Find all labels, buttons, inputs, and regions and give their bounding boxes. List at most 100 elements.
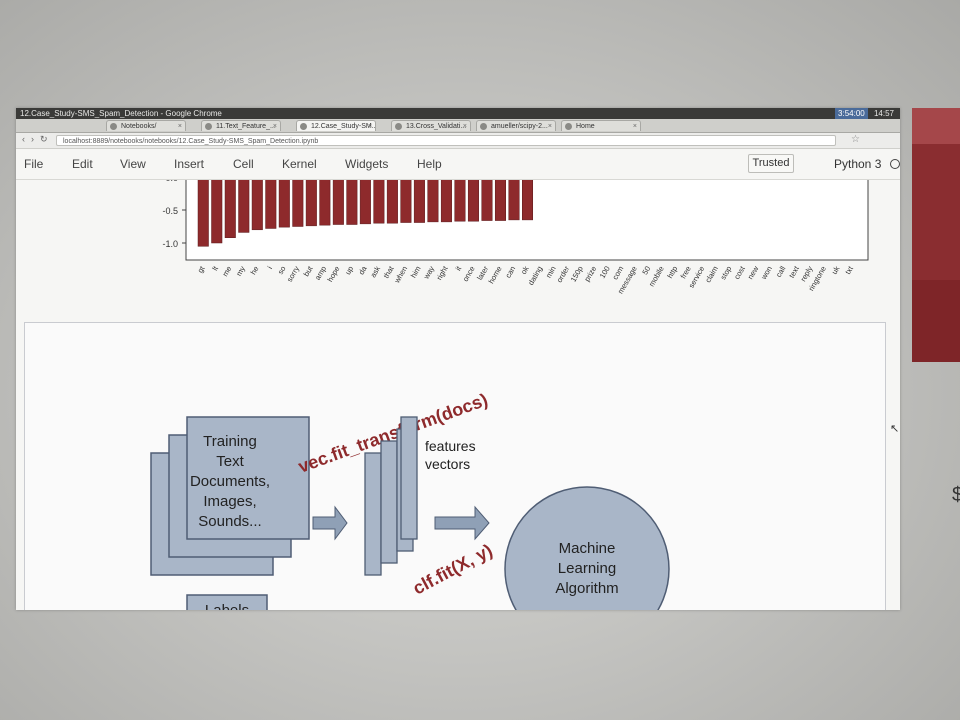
x-tick-label: my [234, 264, 247, 277]
close-icon[interactable]: × [632, 123, 637, 130]
x-tick-label: him [409, 265, 423, 280]
x-tick-label: can [503, 265, 517, 280]
tab-home[interactable]: Home × [561, 120, 641, 131]
close-icon[interactable]: × [547, 123, 552, 130]
browser-window: 12.Case_Study-SMS_Spam_Detection - Googl… [16, 108, 900, 610]
menu-edit[interactable]: Edit [72, 157, 93, 171]
system-tray: 3:54:00 14:57 [835, 108, 894, 119]
x-tick-label: when [392, 265, 409, 286]
chart-bar [265, 180, 277, 229]
features-label: features [425, 438, 476, 454]
training-doc-front [186, 416, 310, 540]
tab-label: 11.Text_Feature_... [216, 123, 276, 130]
training-docs-line: Sounds... [198, 513, 261, 530]
menu-cell[interactable]: Cell [233, 157, 254, 171]
tab-cross-validation[interactable]: 13.Cross_Validati... × [391, 120, 471, 131]
tab-text-feature[interactable]: 11.Text_Feature_... × [201, 120, 281, 131]
menu-file[interactable]: File [24, 157, 44, 171]
arrow-icon [312, 505, 348, 541]
menu-help[interactable]: Help [417, 157, 442, 171]
trusted-button[interactable]: Trusted [748, 154, 794, 173]
x-tick-label: 100 [598, 265, 612, 280]
close-icon[interactable]: × [462, 123, 467, 130]
close-icon[interactable]: × [272, 123, 277, 130]
side-panel-band [912, 108, 960, 144]
coefficient-bar-chart: 0.0-0.5-1.0gtltmemyheisosorrybutamphopeu… [162, 180, 869, 295]
nav-buttons-icon[interactable]: ‹›↻ [22, 134, 54, 144]
notebook-menubar: File Edit View Insert Cell Kernel Widget… [16, 149, 900, 180]
x-tick-label: new [746, 264, 761, 281]
chart-bar [278, 180, 290, 228]
x-tick-label: cost [732, 264, 747, 281]
ml-label-line: Learning [558, 560, 616, 577]
tab-notebooks[interactable]: Notebooks/ × [106, 120, 186, 131]
tab-favicon-icon [565, 123, 572, 130]
tab-github[interactable]: amueller/scipy-2... × [476, 120, 556, 131]
labels-box [186, 594, 268, 610]
x-tick-label: once [461, 265, 477, 284]
x-tick-label: 50 [640, 265, 652, 277]
chart-bar [292, 180, 304, 227]
x-tick-label: so [276, 265, 288, 276]
training-docs-line: Documents, [190, 473, 270, 490]
markdown-cell[interactable]: Training Text Documents, Images, Sounds.… [24, 322, 886, 610]
ml-label-line: Algorithm [555, 580, 618, 597]
feature-vector-bar [400, 416, 418, 540]
vectors-label: vectors [425, 456, 470, 472]
side-slide-panel [912, 108, 960, 362]
x-tick-label: it [454, 264, 464, 273]
x-tick-label: won [759, 265, 774, 282]
clock: 14:57 [873, 109, 894, 118]
tab-label: Home [576, 123, 595, 130]
edge-glyph-icon: $ [952, 484, 960, 506]
menu-kernel[interactable]: Kernel [282, 157, 317, 171]
chart-bar [481, 180, 493, 221]
x-tick-label: http [665, 265, 679, 280]
ml-label-line: Machine [559, 540, 616, 557]
x-tick-label: way [421, 264, 436, 281]
x-tick-label: stop [718, 265, 733, 282]
x-tick-label: me [221, 265, 234, 279]
chart-bar [332, 180, 344, 225]
x-tick-label: he [249, 265, 261, 277]
x-tick-label: call [774, 264, 788, 279]
menu-view[interactable]: View [120, 157, 146, 171]
x-tick-label: i [265, 264, 274, 270]
menu-widgets[interactable]: Widgets [345, 157, 389, 171]
x-tick-label: gt [196, 264, 207, 275]
x-tick-label: 150p [569, 265, 585, 284]
url-field[interactable]: localhost:8889/notebooks/notebooks/12.Ca… [56, 135, 836, 146]
feature-vector-bar [380, 440, 398, 564]
tab-favicon-icon [395, 123, 402, 130]
tab-label: 12.Case_Study-SM... [311, 123, 376, 130]
ml-algorithm-circle [504, 486, 670, 610]
battery-indicator: 3:54:00 [835, 108, 868, 119]
close-icon[interactable]: × [177, 123, 182, 130]
window-titlebar: 12.Case_Study-SMS_Spam_Detection - Googl… [16, 108, 900, 119]
kernel-status-icon [890, 159, 900, 169]
chart-bar [440, 180, 452, 223]
x-tick-label: home [487, 265, 504, 286]
x-tick-label: ask [368, 264, 382, 279]
close-icon[interactable]: × [367, 123, 372, 130]
bookmark-star-icon[interactable]: ☆ [851, 134, 860, 145]
training-docs-line: Training [203, 433, 257, 450]
kernel-name: Python 3 [834, 157, 882, 171]
tab-favicon-icon [205, 123, 212, 130]
chart-bar [400, 180, 412, 223]
x-tick-label: da [357, 264, 369, 276]
chart-bar [319, 180, 331, 226]
x-tick-label: right [435, 264, 451, 282]
chart-bar [427, 180, 439, 223]
window-title: 12.Case_Study-SMS_Spam_Detection - Googl… [20, 109, 222, 118]
x-tick-label: txt [843, 264, 855, 276]
tab-case-study[interactable]: 12.Case_Study-SM... × [296, 120, 376, 131]
chart-bar [386, 180, 398, 224]
y-tick-label: 0.0 [165, 180, 178, 183]
menu-insert[interactable]: Insert [174, 157, 205, 171]
chart-bar [508, 180, 520, 221]
x-tick-label: order [555, 264, 572, 284]
chart-bar [346, 180, 358, 225]
chart-bar [467, 180, 479, 222]
side-panel-band [912, 280, 960, 362]
